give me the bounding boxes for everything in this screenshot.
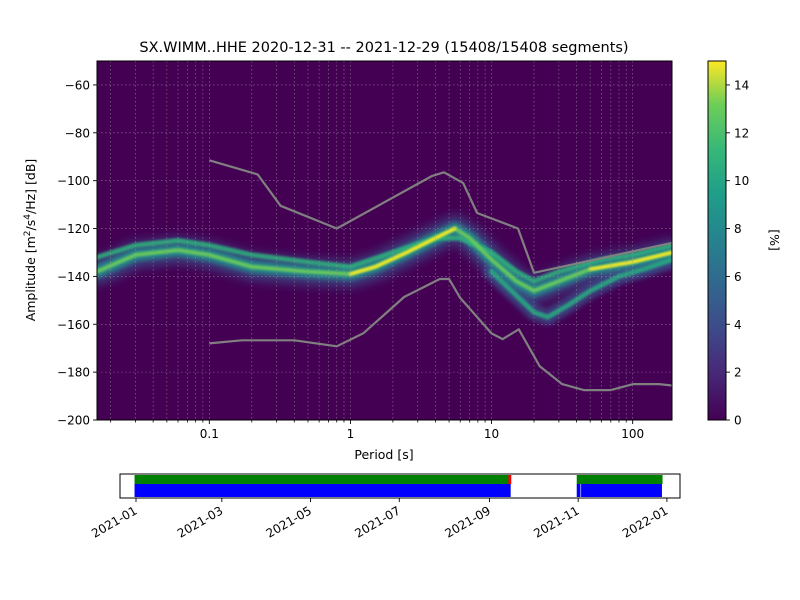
timeline-tick-label: 2021-07 xyxy=(352,503,402,540)
ppsd-chart: SX.WIMM..HHE 2020-12-31 -- 2021-12-29 (1… xyxy=(23,40,673,462)
data-coverage-bar xyxy=(576,475,663,484)
colorbar-tick-label: 6 xyxy=(734,270,742,284)
y-tick-label: −160 xyxy=(57,318,90,332)
colorbar-label: [%] xyxy=(767,229,782,251)
timeline-bars xyxy=(134,475,663,497)
x-tick-label: 100 xyxy=(621,427,644,441)
x-tick-label: 1 xyxy=(347,427,355,441)
timeline-tick-label: 2021-05 xyxy=(264,503,314,540)
x-tick-label: 10 xyxy=(484,427,499,441)
x-axis-label: Period [s] xyxy=(354,447,413,462)
coverage-timeline: 2021-01 2021-03 2021-05 2021-07 2021-09 2021-… xyxy=(89,473,681,541)
x-tick-label: 0.1 xyxy=(200,427,219,441)
y-axis: −60 −80 −100 −120 −140 −160 −180 −200 xyxy=(57,78,97,428)
colorbar-gradient xyxy=(707,60,727,421)
density-low-branch xyxy=(489,257,672,320)
x-axis: 0.1 1 10 100 xyxy=(110,420,644,441)
plot-frame xyxy=(96,60,673,421)
timeline-tick-label: 2021-11 xyxy=(531,503,581,540)
timeline-tick-label: 2021-01 xyxy=(89,503,139,540)
colorbar-tick-label: 14 xyxy=(734,78,749,92)
colorbar-tick-label: 8 xyxy=(734,222,742,236)
y-tick-label: −180 xyxy=(57,366,90,380)
colorbar-tick-label: 4 xyxy=(734,318,742,332)
psd-coverage-bar xyxy=(581,484,662,497)
psd-coverage-bar xyxy=(576,484,581,497)
noise-models xyxy=(208,159,672,392)
timeline-x-axis: 2021-01 2021-03 2021-05 2021-07 2021-09 2021-… xyxy=(89,498,670,541)
y-tick-label: −80 xyxy=(65,126,90,140)
nhnm-line xyxy=(208,159,672,274)
y-tick-label: −200 xyxy=(57,414,90,428)
timeline-tick-label: 2021-09 xyxy=(443,503,493,540)
colorbar: 0 2 4 6 8 10 12 14 [%] xyxy=(707,60,782,428)
density-peak-microseism xyxy=(348,227,457,276)
y-tick-label: −140 xyxy=(57,270,90,284)
colorbar-tick-label: 10 xyxy=(734,174,749,188)
gap-marker xyxy=(508,475,512,484)
timeline-tick-label: 2022-01 xyxy=(620,503,670,540)
y-tick-label: −120 xyxy=(57,222,90,236)
chart-title: SX.WIMM..HHE 2020-12-31 -- 2021-12-29 (1… xyxy=(139,40,628,56)
timeline-frame xyxy=(119,473,681,499)
data-coverage-bar xyxy=(134,475,510,484)
colorbar-tick-label: 2 xyxy=(734,366,742,380)
y-axis-label: Amplitude [m2/s4/Hz] [dB] xyxy=(23,159,38,322)
colorbar-ticks: 0 2 4 6 8 10 12 14 xyxy=(726,78,749,428)
y-tick-label: −100 xyxy=(57,174,90,188)
psd-coverage-bar xyxy=(134,484,511,497)
colorbar-tick-label: 12 xyxy=(734,126,749,140)
timeline-tick-label: 2021-03 xyxy=(175,503,225,540)
nlnm-line xyxy=(209,277,672,392)
colorbar-tick-label: 0 xyxy=(734,414,742,428)
y-tick-label: −60 xyxy=(65,78,90,92)
